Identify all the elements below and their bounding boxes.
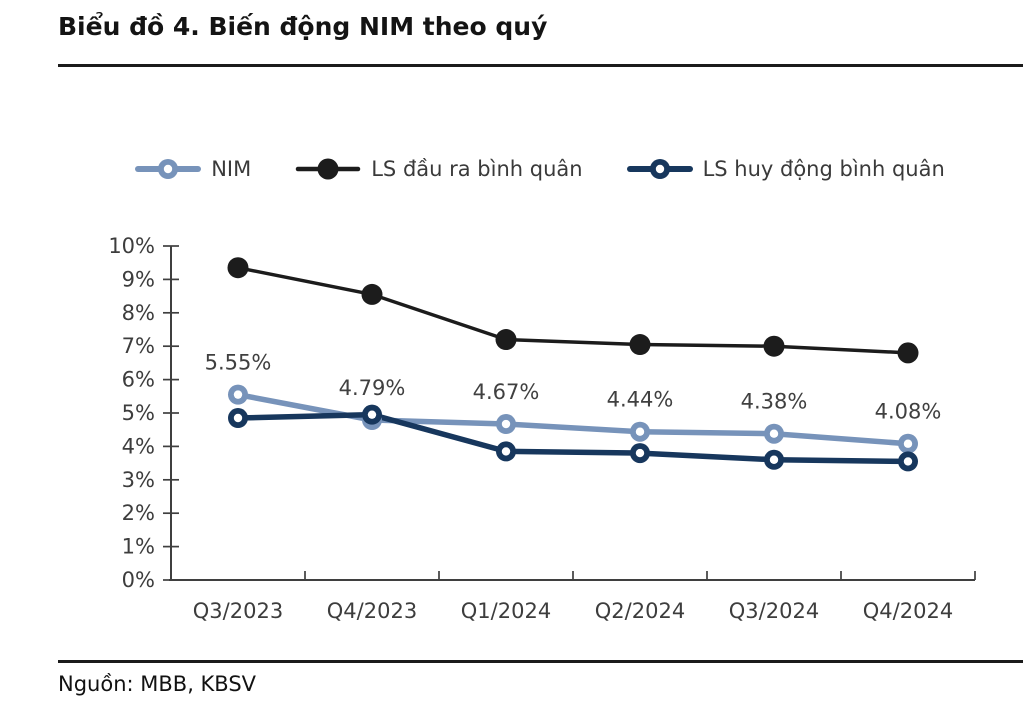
x-tick-label: Q4/2023 xyxy=(327,599,417,623)
data-point-marker-hole xyxy=(367,410,377,419)
data-point-label: 4.44% xyxy=(607,388,674,412)
series-line xyxy=(237,265,909,355)
data-point-marker xyxy=(361,283,383,305)
y-tick-label: 1% xyxy=(122,535,155,559)
ls-dau-ra-series-icon xyxy=(295,158,361,180)
data-point-marker-hole xyxy=(769,429,779,438)
nim-line-chart: 0% 1% 2% 3% 4% 5% 6% 7% 8% 9% 10% Q3/2023 Q4/2023 Q1/… xyxy=(108,234,976,623)
data-point-marker xyxy=(629,334,651,356)
y-tick-label: 0% xyxy=(122,568,155,592)
data-point-marker xyxy=(495,329,517,351)
x-tick-label: Q1/2024 xyxy=(461,599,551,623)
series-line xyxy=(237,411,909,465)
x-tick-label: Q4/2024 xyxy=(863,599,953,623)
data-point-marker xyxy=(763,335,785,357)
legend-item-ls-huy-dong: LS huy động bình quân xyxy=(626,156,945,182)
data-point-marker-hole xyxy=(501,419,511,429)
y-tick-label: 10% xyxy=(108,234,155,258)
y-tick-label: 7% xyxy=(122,334,155,358)
footer-divider xyxy=(58,660,1023,663)
x-tick-label: Q3/2023 xyxy=(193,599,283,623)
ls-huy-dong-series-icon xyxy=(626,159,693,179)
data-point-marker-hole xyxy=(635,427,645,436)
data-point-marker-hole xyxy=(635,448,645,458)
chart-legend: NIM LS đầu ra bình quân LS huy động bình… xyxy=(90,156,990,182)
legend-label-ls-dau-ra: LS đầu ra bình quân xyxy=(371,157,583,181)
title-divider xyxy=(58,64,1023,67)
series-line xyxy=(237,391,909,447)
y-tick-label: 8% xyxy=(122,301,155,325)
nim-series-icon xyxy=(135,159,202,179)
y-tick-label: 2% xyxy=(122,501,155,525)
source-note: Nguồn: MBB, KBSV xyxy=(58,672,257,696)
y-tick-label: 4% xyxy=(122,434,155,458)
data-point-label: 4.38% xyxy=(741,390,808,414)
data-point-marker-hole xyxy=(233,413,243,423)
data-point-label: 5.55% xyxy=(205,351,272,375)
x-tick-label: Q2/2024 xyxy=(595,599,685,623)
data-point-marker-hole xyxy=(501,447,511,456)
data-point-marker xyxy=(897,342,919,364)
data-point-marker-hole xyxy=(903,457,913,466)
data-point-label: 4.08% xyxy=(875,400,942,424)
x-tick-label: Q3/2024 xyxy=(729,599,819,623)
data-point-marker-hole xyxy=(903,439,913,448)
legend-item-nim: NIM xyxy=(135,156,251,182)
chart-title: Biểu đồ 4. Biến động NIM theo quý xyxy=(58,12,548,41)
legend-label-ls-huy-dong: LS huy động bình quân xyxy=(702,157,945,181)
y-tick-label: 9% xyxy=(122,267,155,291)
data-point-marker-hole xyxy=(769,455,779,464)
data-point-marker xyxy=(227,257,249,279)
y-tick-label: 5% xyxy=(122,401,155,425)
y-tick-label: 6% xyxy=(122,368,155,392)
data-point-marker-hole xyxy=(233,390,243,399)
data-point-label: 4.79% xyxy=(339,376,406,400)
y-tick-label: 3% xyxy=(122,468,155,492)
data-point-label: 4.67% xyxy=(473,380,540,404)
legend-item-ls-dau-ra: LS đầu ra bình quân xyxy=(295,156,583,182)
legend-label-nim: NIM xyxy=(211,157,252,181)
